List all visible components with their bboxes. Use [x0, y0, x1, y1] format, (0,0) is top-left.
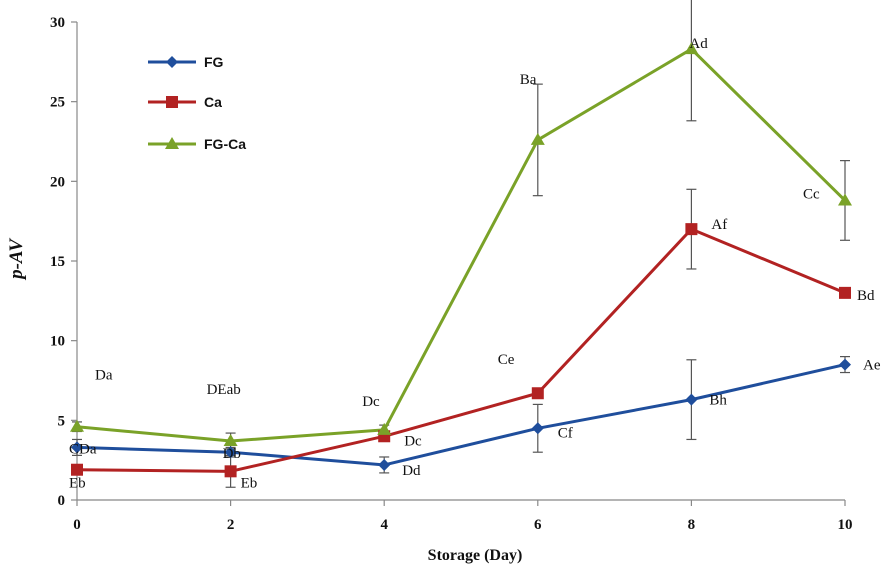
data-point-fg-ca — [838, 193, 852, 206]
x-tick-label: 10 — [838, 517, 853, 533]
point-label: Eb — [69, 476, 86, 492]
x-tick-label: 4 — [380, 517, 388, 533]
data-point-fg-ca — [223, 434, 238, 447]
point-label: Da — [95, 368, 113, 384]
series-lines — [76, 47, 847, 473]
data-point-fg — [839, 358, 851, 371]
y-tick-label: 0 — [58, 493, 66, 509]
series-line-fg-ca — [76, 47, 847, 443]
x-tick-label: 0 — [73, 517, 81, 533]
point-label: Af — [711, 217, 727, 233]
y-tick-label: 25 — [50, 95, 65, 111]
point-label: Bh — [709, 393, 727, 409]
data-point-fg-ca — [684, 42, 699, 55]
legend-marker-fg — [166, 56, 178, 68]
legend-label: Ca — [204, 94, 222, 110]
y-tick-label: 5 — [58, 413, 66, 429]
legend-marker-ca — [166, 96, 178, 108]
data-point-ca — [839, 286, 851, 299]
point-label: Cc — [803, 186, 820, 202]
legend-label: FG-Ca — [204, 136, 246, 152]
legend: FG Ca FG-Ca — [148, 54, 246, 152]
data-point-fg — [378, 458, 391, 471]
point-label: Eb — [241, 475, 258, 491]
data-point-fg — [224, 446, 237, 459]
point-label: Db — [223, 446, 241, 462]
data-point-fg — [531, 422, 544, 435]
point-label: DEab — [207, 382, 241, 398]
data-point-ca — [224, 465, 237, 478]
legend-marker-fg-ca — [165, 137, 179, 149]
data-point-fg-ca — [530, 132, 545, 145]
y-axis-title: p-AV — [6, 238, 27, 281]
series-line-ca — [76, 227, 846, 473]
y-tick-label: 20 — [50, 174, 65, 190]
point-label: Dc — [404, 433, 422, 449]
y-tick-label: 10 — [50, 334, 65, 350]
point-label: Ba — [520, 72, 537, 88]
x-tick-label: 2 — [227, 517, 235, 533]
point-label: Cf — [558, 425, 573, 441]
point-label: Bd — [857, 288, 875, 304]
data-point-ca — [685, 223, 698, 236]
point-label: Ae — [863, 358, 881, 374]
legend-label: FG — [204, 54, 224, 70]
data-point-fg — [685, 393, 698, 406]
y-tick-label: 15 — [50, 254, 65, 270]
x-tick-label: 8 — [688, 517, 696, 533]
data-point-ca — [71, 463, 83, 476]
data-point-fg-ca — [377, 422, 392, 435]
point-label: Dd — [402, 463, 421, 479]
y-tick-label: 30 — [50, 15, 65, 31]
x-tick-label: 6 — [534, 517, 542, 533]
x-axis-title: Storage (Day) — [428, 547, 523, 564]
data-point-fg — [71, 441, 83, 454]
axes: 0 5 10 15 20 25 30 0 2 4 6 8 10 — [50, 15, 853, 533]
point-label: CDa — [69, 441, 97, 457]
point-label: Ad — [689, 36, 708, 52]
data-point-ca — [531, 387, 544, 400]
series-markers — [70, 42, 852, 478]
point-annotations: CDa Db Dd Cf Bh Ae Eb Eb Dc Ce Af Bd Da DEab Dc Ba Ad Cc — [69, 36, 881, 492]
data-point-fg-ca — [70, 419, 84, 432]
series-line-fg — [76, 363, 846, 467]
point-label: Ce — [498, 352, 515, 368]
point-label: Dc — [362, 394, 380, 410]
